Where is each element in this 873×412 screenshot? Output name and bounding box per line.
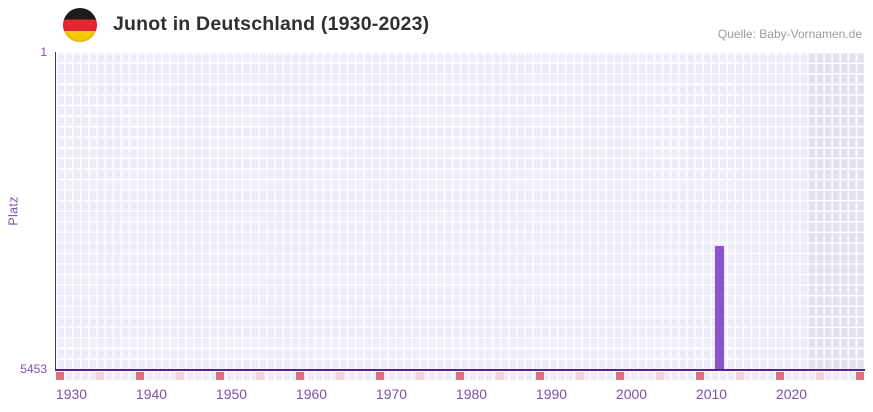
decade-tick-marker	[696, 371, 704, 380]
x-tick-label: 1940	[135, 386, 168, 402]
x-tick-label: 2020	[775, 386, 808, 402]
page-title: Junot in Deutschland (1930-2023)	[113, 13, 430, 35]
x-tick-label: 1930	[55, 386, 88, 402]
decade-tick-marker	[136, 371, 144, 380]
source-text: Quelle: Baby-Vornamen.de	[717, 27, 862, 41]
x-axis-line	[54, 369, 865, 371]
x-tick-label: 1980	[455, 386, 488, 402]
x-tick-label: 1990	[535, 386, 568, 402]
decade-tick-marker	[536, 371, 544, 380]
decade-tick-marker	[616, 371, 624, 380]
german-flag-icon	[63, 8, 97, 42]
half-decade-tick-marker	[496, 371, 504, 380]
x-tick-label: 1970	[375, 386, 408, 402]
y-tick-min: 5453	[20, 362, 47, 376]
bar-2011[interactable]	[715, 245, 724, 369]
half-decade-tick-marker	[416, 371, 424, 380]
y-tick-max: 1	[40, 45, 47, 59]
half-decade-tick-marker	[336, 371, 344, 380]
x-tick-marker-row	[56, 371, 865, 380]
decade-tick-marker	[456, 371, 464, 380]
decade-tick-marker	[56, 371, 64, 380]
decade-tick-marker	[776, 371, 784, 380]
decade-tick-marker	[376, 371, 384, 380]
x-tick-label: 1950	[215, 386, 248, 402]
x-tick-label: 2010	[695, 386, 728, 402]
future-years-shaded-region	[807, 52, 865, 369]
half-decade-tick-marker	[256, 371, 264, 380]
half-decade-tick-marker	[576, 371, 584, 380]
plot-area	[56, 52, 865, 369]
x-axis-labels: 1930 1940 1950 1960 1970 1980 1990 2000 2010 2020	[0, 386, 873, 404]
half-decade-tick-marker	[656, 371, 664, 380]
half-decade-tick-marker	[96, 371, 104, 380]
half-decade-tick-marker	[736, 371, 744, 380]
x-tick-label: 2000	[615, 386, 648, 402]
half-decade-tick-marker	[816, 371, 824, 380]
decade-tick-marker	[856, 371, 864, 380]
x-tick-label: 1960	[295, 386, 328, 402]
y-axis-title: Platz	[7, 195, 22, 226]
half-decade-tick-marker	[176, 371, 184, 380]
decade-tick-marker	[296, 371, 304, 380]
y-axis-line	[54, 52, 57, 371]
decade-tick-marker	[216, 371, 224, 380]
